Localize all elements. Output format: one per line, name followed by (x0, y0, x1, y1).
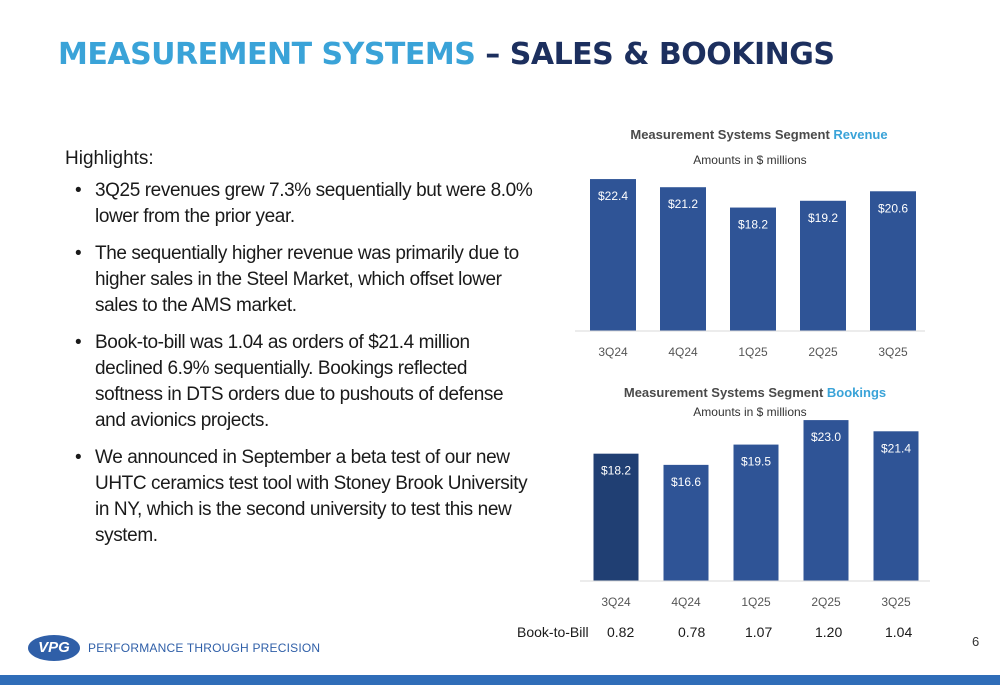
bookings-data-label: $18.2 (601, 464, 631, 478)
bookings-chart-subtitle: Amounts in $ millions (693, 405, 806, 419)
revenue-chart-svg: Measurement Systems Segment Revenue Amou… (575, 127, 925, 359)
bookings-data-label: $16.6 (671, 475, 701, 489)
title-part-1: MEASUREMENT SYSTEMS (58, 37, 476, 72)
bookings-data-label: $23.0 (811, 430, 841, 444)
highlights-list: 3Q25 revenues grew 7.3% sequentially but… (65, 178, 535, 549)
highlight-bullet: 3Q25 revenues grew 7.3% sequentially but… (65, 178, 535, 230)
bookings-data-label: $21.4 (881, 441, 911, 455)
book-to-bill-row: Book-to-Bill 0.82 0.78 1.07 1.20 1.04 (517, 624, 917, 644)
bookings-chart-title: Measurement Systems Segment Bookings (624, 385, 886, 400)
bookings-bar (593, 453, 639, 581)
footer-tagline: PERFORMANCE THROUGH PRECISION (88, 641, 321, 655)
highlights-heading: Highlights: (65, 148, 154, 169)
title-part-2: – SALES & BOOKINGS (485, 37, 835, 72)
revenue-data-label: $21.2 (668, 197, 698, 211)
revenue-data-label: $19.2 (808, 211, 838, 225)
bookings-bars: $18.2 $16.6 $19.5 $23.0 $21.4 (593, 420, 919, 581)
revenue-tick-label: 2Q25 (808, 345, 838, 359)
book-to-bill-label: Book-to-Bill (517, 624, 589, 640)
book-to-bill-value: 1.04 (885, 624, 913, 640)
book-to-bill-value: 1.20 (815, 624, 843, 640)
revenue-bar (660, 187, 706, 331)
revenue-bar (590, 179, 636, 331)
bookings-chart-svg: $18.2 $16.6 $19.5 $23.0 $21.4 Measurement Sy… (580, 385, 930, 609)
revenue-data-label: $22.4 (598, 189, 628, 203)
highlight-bullet: We announced in September a beta test of… (65, 445, 535, 549)
vpg-logo-mark: VPG (28, 635, 80, 661)
revenue-bar (870, 191, 916, 331)
highlight-bullet: Book-to-bill was 1.04 as orders of $21.4… (65, 330, 535, 434)
bookings-tick-label: 2Q25 (811, 595, 841, 609)
revenue-bars: $22.4 $21.2 $18.2 $19.2 $20.6 (590, 179, 916, 331)
revenue-tick-label: 1Q25 (738, 345, 768, 359)
bookings-bar (873, 431, 919, 581)
revenue-chart-title: Measurement Systems Segment Revenue (630, 127, 887, 142)
book-to-bill-value: 0.78 (678, 624, 706, 640)
revenue-data-label: $18.2 (738, 218, 768, 232)
revenue-chart: Measurement Systems Segment Revenue Amou… (560, 120, 940, 370)
revenue-ticks: 3Q24 4Q24 1Q25 2Q25 3Q25 (598, 345, 908, 359)
page-title: MEASUREMENT SYSTEMS – SALES & BOOKINGS (58, 37, 835, 72)
page-number: 6 (972, 634, 980, 649)
revenue-bar (800, 200, 846, 331)
book-to-bill-value: 0.82 (607, 624, 635, 640)
bookings-tick-label: 4Q24 (671, 595, 701, 609)
revenue-data-label: $20.6 (878, 201, 908, 215)
bookings-bar (663, 464, 709, 581)
revenue-bar (730, 207, 776, 331)
bookings-data-label: $19.5 (741, 455, 771, 469)
bookings-tick-label: 3Q24 (601, 595, 631, 609)
revenue-tick-label: 3Q24 (598, 345, 628, 359)
bookings-chart: $18.2 $16.6 $19.5 $23.0 $21.4 Measurement Sy… (560, 378, 940, 618)
bookings-bar (733, 444, 779, 581)
book-to-bill-value: 1.07 (745, 624, 773, 640)
bookings-ticks: 3Q24 4Q24 1Q25 2Q25 3Q25 (601, 595, 911, 609)
bookings-tick-label: 1Q25 (741, 595, 771, 609)
revenue-tick-label: 4Q24 (668, 345, 698, 359)
bookings-bar (803, 420, 849, 581)
highlights-section: Highlights: 3Q25 revenues grew 7.3% sequ… (65, 148, 535, 560)
highlight-bullet: The sequentially higher revenue was prim… (65, 241, 535, 319)
revenue-chart-subtitle: Amounts in $ millions (693, 153, 806, 167)
bookings-tick-label: 3Q25 (881, 595, 911, 609)
revenue-tick-label: 3Q25 (878, 345, 908, 359)
footer-bar (0, 675, 1000, 685)
